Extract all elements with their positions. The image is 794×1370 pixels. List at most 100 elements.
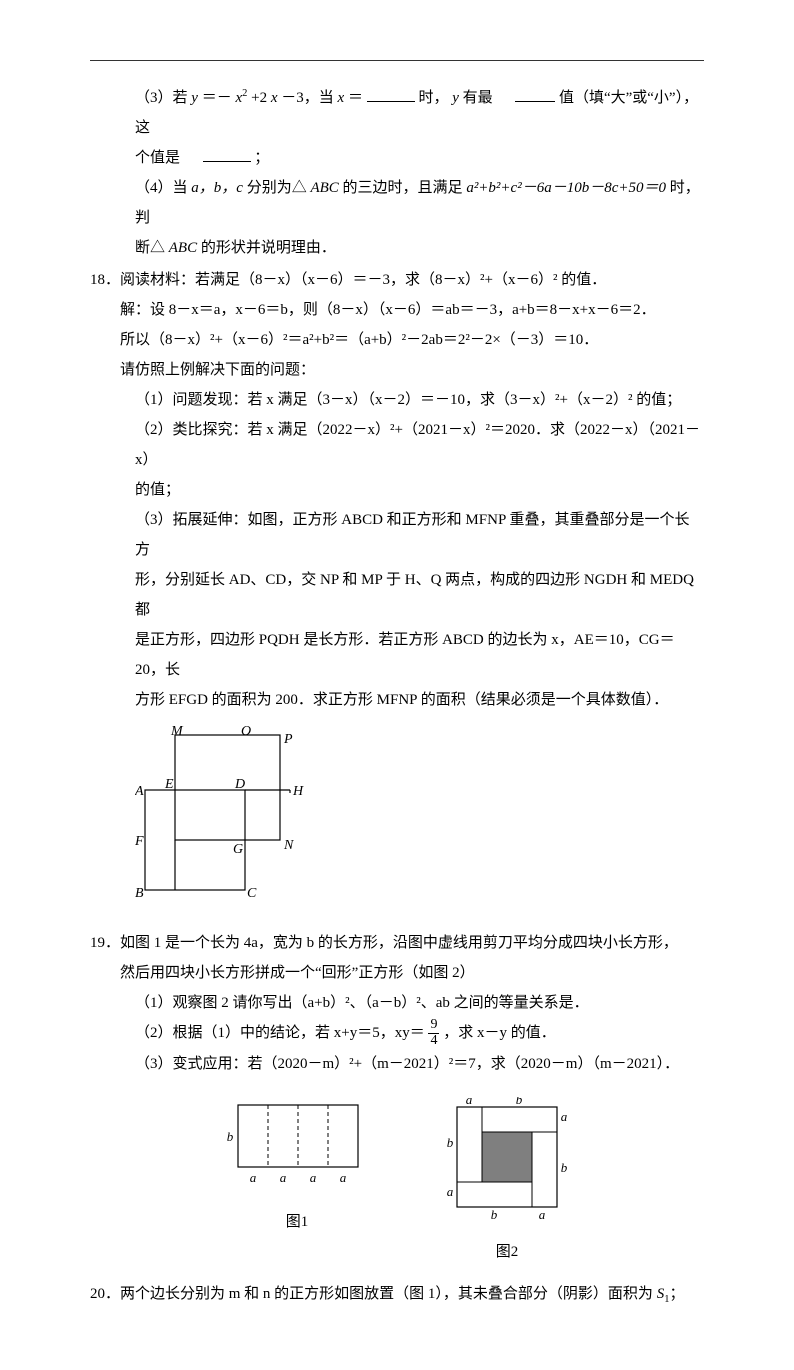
frac-den: 4 — [428, 1034, 439, 1049]
text: 的三边时，且满足 — [343, 180, 467, 196]
var-x: x — [271, 90, 278, 106]
lbl-A: A — [135, 784, 144, 799]
geometry-diagram: M O P A E D H F G N B C — [135, 725, 305, 905]
lbl-b: b — [516, 1097, 523, 1107]
fig1-svg: b a a a a — [222, 1097, 372, 1192]
eq: a²+b²+c²－6a－10b－8c+50＝0 — [466, 180, 669, 196]
lbl-H: H — [292, 784, 304, 799]
text: 时， — [418, 90, 448, 106]
lbl-D: D — [234, 777, 245, 792]
fraction: 9 4 — [428, 1018, 439, 1048]
tri: ABC — [169, 240, 201, 256]
fig2-wrap: a b a b a b a b 图2 — [442, 1097, 572, 1267]
q18-p2a: （2）类比探究：若 x 满足（2022－x）²+（2021－x）²＝2020．求… — [90, 415, 704, 475]
q20: 20．两个边长分别为 m 和 n 的正方形如图放置（图 1），其未叠合部分（阴影… — [90, 1279, 704, 1310]
text: （3）若 — [135, 90, 191, 106]
q-number: 20． — [90, 1286, 120, 1302]
q18-sol1: 解：设 8－x＝a，x－6＝b，则（8－x）（x－6）＝ab＝－3，a+b＝8－… — [90, 295, 704, 325]
lbl-a: a — [466, 1097, 473, 1107]
lbl-E: E — [164, 777, 174, 792]
q19: 19．如图 1 是一个长为 4a，宽为 b 的长方形，沿图中虚线用剪刀平均分成四… — [90, 928, 704, 1267]
text: （2）根据（1）中的结论，若 x+y＝5，xy＝ — [135, 1025, 425, 1041]
text: ； — [669, 1286, 684, 1302]
text: +2 — [251, 90, 267, 106]
q19-p3: （3）变式应用：若（2020－m）²+（m－2021）²＝7，求（2020－m）… — [90, 1049, 704, 1079]
q20-l1: 20．两个边长分别为 m 和 n 的正方形如图放置（图 1），其未叠合部分（阴影… — [90, 1279, 704, 1310]
text: ； — [254, 150, 269, 166]
var-y: y — [452, 90, 459, 106]
q19-l2: 然后用四块小长方形拼成一个“回形”正方形（如图 2） — [90, 958, 704, 988]
q-number: 19． — [90, 935, 120, 951]
text: （4）当 — [135, 180, 191, 196]
q-number: 18． — [90, 272, 120, 288]
lbl-a: a — [539, 1207, 546, 1222]
q17-p4-line1: （4）当 a，b，c 分别为△ ABC 的三边时，且满足 a²+b²+c²－6a… — [90, 173, 704, 233]
lbl-a: a — [280, 1170, 287, 1185]
lbl-F: F — [135, 834, 144, 849]
text: 如图 1 是一个长为 4a，宽为 b 的长方形，沿图中虚线用剪刀平均分成四块小长… — [120, 935, 678, 951]
text: 个值是 — [135, 150, 180, 166]
top-rule — [90, 60, 704, 61]
q18-p3d: 方形 EFGD 的面积为 200．求正方形 MFNP 的面积（结果必须是一个具体… — [90, 685, 704, 715]
fig2-svg: a b a b a b a b — [442, 1097, 572, 1222]
var-y: y — [191, 90, 198, 106]
blank-input[interactable] — [515, 86, 555, 102]
q17-p4-line2: 断△ ABC 的形状并说明理由． — [90, 233, 704, 263]
exp: 2 — [242, 88, 247, 99]
q18-prompt: 请仿照上例解决下面的问题： — [90, 355, 704, 385]
text: 的形状并说明理由． — [201, 240, 336, 256]
text: 断△ — [135, 240, 165, 256]
text: ＝－ — [202, 90, 232, 106]
blank-input[interactable] — [203, 146, 251, 162]
blank-input[interactable] — [367, 86, 415, 102]
lbl-a: a — [310, 1170, 317, 1185]
q19-p1: （1）观察图 2 请你写出（a+b）²、（a－b）²、ab 之间的等量关系是． — [90, 988, 704, 1018]
q19-l1: 19．如图 1 是一个长为 4a，宽为 b 的长方形，沿图中虚线用剪刀平均分成四… — [90, 928, 704, 958]
q18-sol2: 所以（8－x）²+（x－6）²＝a²+b²＝（a+b）²－2ab＝2²－2×（－… — [90, 325, 704, 355]
tri: ABC — [310, 180, 342, 196]
q17-part3: （3）若 y ＝－ x2 +2 x －3，当 x ＝ 时， y 有最 值（填“大… — [90, 83, 704, 263]
var-x: x — [338, 90, 345, 106]
q19-figures: b a a a a 图1 a — [90, 1097, 704, 1267]
q17-p3-line2: 个值是 ； — [90, 143, 704, 173]
text: ，求 x－y 的值． — [443, 1025, 556, 1041]
lbl-a: a — [340, 1170, 347, 1185]
q18-figure: M O P A E D H F G N B C — [135, 725, 704, 916]
lbl-b: b — [561, 1160, 568, 1175]
lbl-O: O — [241, 725, 251, 739]
fig2-caption: 图2 — [442, 1237, 572, 1267]
q18-intro: 18．阅读材料：若满足（8－x）（x－6）＝－3，求（8－x）²+（x－6）² … — [90, 265, 704, 295]
q19-p2: （2）根据（1）中的结论，若 x+y＝5，xy＝ 9 4 ，求 x－y 的值． — [90, 1018, 704, 1049]
q18-p2b: 的值； — [90, 475, 704, 505]
lbl-b: b — [447, 1135, 454, 1150]
lbl-a: a — [447, 1184, 454, 1199]
var-S: S — [657, 1286, 665, 1302]
text: ＝ — [348, 90, 363, 106]
lbl-G: G — [233, 842, 243, 857]
lbl-C: C — [247, 886, 257, 901]
q18-p1: （1）问题发现：若 x 满足（3－x）（x－2）＝－10，求（3－x）²+（x－… — [90, 385, 704, 415]
lbl-b: b — [491, 1207, 498, 1222]
fig1-wrap: b a a a a 图1 — [222, 1097, 372, 1267]
q18-p3c: 是正方形，四边形 PQDH 是长方形．若正方形 ABCD 的边长为 x，AE＝1… — [90, 625, 704, 685]
lbl-B: B — [135, 886, 144, 901]
q18-p3b: 形，分别延长 AD、CD，交 NP 和 MP 于 H、Q 两点，构成的四边形 N… — [90, 565, 704, 625]
vars: a，b，c — [191, 180, 246, 196]
lbl-a: a — [250, 1170, 257, 1185]
spacer — [496, 90, 511, 106]
lbl-b: b — [227, 1129, 234, 1144]
text: －3，当 — [281, 90, 337, 106]
text: 分别为△ — [247, 180, 307, 196]
text: 两个边长分别为 m 和 n 的正方形如图放置（图 1），其未叠合部分（阴影）面积… — [120, 1286, 657, 1302]
spacer — [184, 150, 199, 166]
q18-p3a: （3）拓展延伸：如图，正方形 ABCD 和正方形和 MFNP 重叠，其重叠部分是… — [90, 505, 704, 565]
q18: 18．阅读材料：若满足（8－x）（x－6）＝－3，求（8－x）²+（x－6）² … — [90, 265, 704, 916]
text: 有最 — [463, 90, 493, 106]
frac-num: 9 — [428, 1018, 439, 1034]
q17-p3-line1: （3）若 y ＝－ x2 +2 x －3，当 x ＝ 时， y 有最 值（填“大… — [90, 83, 704, 143]
text: 阅读材料：若满足（8－x）（x－6）＝－3，求（8－x）²+（x－6）² 的值． — [120, 272, 606, 288]
lbl-P: P — [283, 732, 293, 747]
fig1-caption: 图1 — [222, 1207, 372, 1237]
lbl-M: M — [170, 725, 184, 739]
lbl-a: a — [561, 1109, 568, 1124]
